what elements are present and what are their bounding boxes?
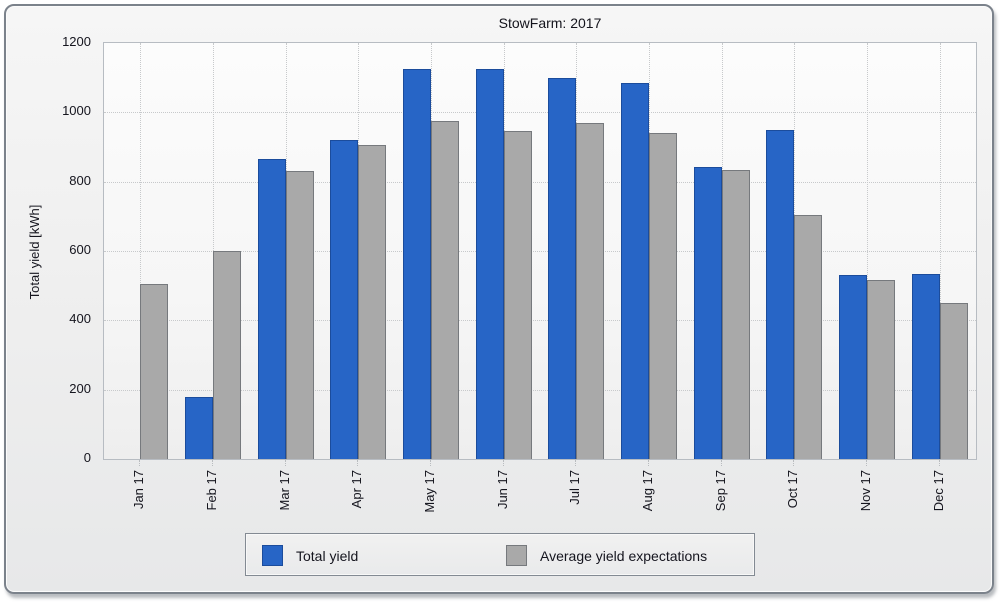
y-tick-label: 200 — [69, 380, 91, 396]
bar-average-yield-expectations-may-17[interactable] — [431, 121, 459, 459]
x-tick-label: Dec 17 — [930, 470, 946, 512]
x-tick-label: Sep 17 — [712, 470, 728, 512]
x-tick-mark — [212, 460, 213, 466]
y-tick-label: 800 — [69, 172, 91, 188]
plot-area — [103, 42, 977, 460]
legend-swatch-total-yield — [262, 545, 283, 566]
x-tick-label: Jun 17 — [494, 470, 510, 510]
y-tick-label: 1200 — [62, 34, 91, 49]
legend-label-total-yield: Total yield — [296, 547, 359, 564]
bar-total-yield-oct-17[interactable] — [766, 129, 795, 459]
x-tick-mark — [575, 460, 577, 466]
bar-average-yield-expectations-feb-17[interactable] — [213, 251, 241, 459]
legend-item-average-yield: Average yield expectations — [506, 534, 707, 577]
x-tick-label: Jan 17 — [131, 470, 147, 510]
x-tick-mark — [357, 460, 359, 466]
bar-average-yield-expectations-nov-17[interactable] — [867, 280, 895, 459]
x-tick-mark — [139, 460, 141, 466]
bar-average-yield-expectations-sep-17[interactable] — [721, 169, 750, 459]
bar-total-yield-may-17[interactable] — [403, 69, 431, 459]
x-tick-mark — [502, 460, 504, 466]
bar-average-yield-expectations-dec-17[interactable] — [939, 303, 968, 459]
x-tick-mark — [720, 460, 722, 466]
bar-total-yield-dec-17[interactable] — [911, 273, 940, 459]
y-tick-label: 600 — [69, 242, 91, 257]
bar-total-yield-aug-17[interactable] — [621, 82, 649, 459]
x-tick-mark — [648, 460, 649, 466]
bar-total-yield-jul-17[interactable] — [548, 77, 577, 459]
x-tick-mark — [938, 460, 940, 466]
legend-item-total-yield: Total yield — [262, 534, 358, 577]
x-tick-mark — [284, 460, 286, 466]
x-tick-label: Mar 17 — [276, 470, 292, 511]
gridline-horizontal — [104, 112, 976, 114]
chart-title: StowFarm: 2017 — [498, 15, 602, 31]
bar-average-yield-expectations-jun-17[interactable] — [503, 131, 532, 459]
bar-average-yield-expectations-aug-17[interactable] — [649, 133, 677, 459]
gridline-vertical — [867, 43, 868, 459]
gridline-horizontal — [104, 320, 976, 322]
gridline-vertical — [939, 43, 941, 459]
bar-total-yield-sep-17[interactable] — [693, 166, 722, 459]
x-tick-mark — [430, 460, 431, 466]
x-tick-mark — [793, 460, 795, 466]
bar-total-yield-feb-17[interactable] — [185, 396, 213, 459]
x-tick-label: Jul 17 — [567, 470, 583, 505]
gridline-horizontal — [104, 181, 976, 183]
legend-label-average-yield: Average yield expectations — [540, 547, 708, 564]
chart-panel: StowFarm: 2017 Total yield [kWh] 0 200 400… — [4, 4, 994, 594]
x-tick-label: Oct 17 — [785, 470, 801, 509]
x-tick-label: May 17 — [422, 470, 437, 513]
bar-average-yield-expectations-oct-17[interactable] — [794, 214, 823, 459]
legend: Total yield Average yield expectations — [245, 533, 755, 576]
bar-total-yield-apr-17[interactable] — [330, 140, 359, 459]
bar-average-yield-expectations-jan-17[interactable] — [140, 283, 169, 459]
bar-total-yield-jun-17[interactable] — [475, 69, 504, 459]
bar-total-yield-nov-17[interactable] — [839, 274, 867, 459]
x-tick-label: Apr 17 — [349, 470, 365, 509]
gridline-horizontal — [104, 251, 976, 252]
gridline-vertical — [140, 43, 142, 459]
y-tick-label: 1000 — [62, 103, 91, 119]
x-tick-mark — [866, 460, 867, 466]
bar-total-yield-mar-17[interactable] — [257, 159, 286, 459]
y-tick-label: 0 — [83, 450, 91, 465]
bar-average-yield-expectations-apr-17[interactable] — [358, 145, 387, 459]
gridline-horizontal — [104, 389, 976, 391]
bar-average-yield-expectations-mar-17[interactable] — [285, 171, 314, 459]
x-tick-label: Aug 17 — [640, 470, 655, 512]
x-tick-label: Feb 17 — [204, 470, 219, 511]
bar-average-yield-expectations-jul-17[interactable] — [576, 122, 605, 459]
y-tick-label: 400 — [69, 311, 91, 327]
legend-swatch-average-yield — [506, 545, 527, 566]
x-tick-label: Nov 17 — [858, 470, 873, 512]
